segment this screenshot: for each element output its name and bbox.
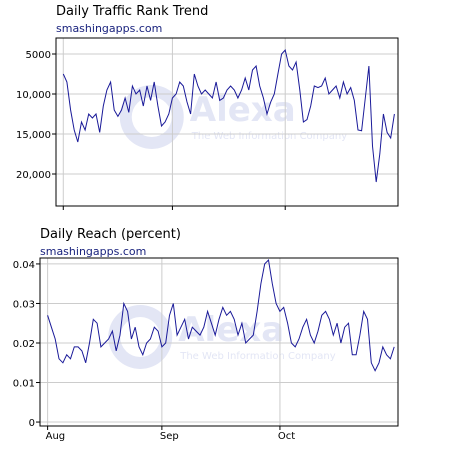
y-tick-label: 0.02 <box>13 339 35 350</box>
x-tick-label: Aug <box>46 431 66 442</box>
chart1-title: Daily Traffic Rank Trend <box>56 4 209 19</box>
y-tick-label: 0.04 <box>13 260 35 271</box>
chart2-title: Daily Reach (percent) <box>40 227 181 242</box>
plot-frame <box>39 257 399 427</box>
alexa-watermark-tagline: The Web Information Company <box>191 131 347 142</box>
chart2-subtitle: smashingapps.com <box>40 245 147 258</box>
x-tick-label: Sep <box>160 431 179 442</box>
alexa-watermark-brand: Alexa <box>190 90 296 130</box>
alexa-watermark-logo-inner <box>131 96 172 137</box>
chart1-subtitle: smashingapps.com <box>56 22 163 35</box>
y-tick-label: 15,000 <box>16 130 51 141</box>
y-tick-label: 10,000 <box>16 90 51 101</box>
y-tick-label: 0.03 <box>13 299 35 310</box>
alexa-watermark-logo-inner <box>120 316 161 357</box>
plot-frame <box>55 37 399 207</box>
x-tick-label: Oct <box>278 431 295 442</box>
y-tick-label: 20,000 <box>16 170 51 181</box>
y-tick-label: 0.01 <box>13 379 35 390</box>
y-tick-label: 0 <box>29 418 35 429</box>
series-line <box>62 48 395 183</box>
alexa-watermark-tagline: The Web Information Company <box>179 351 335 362</box>
y-tick-label: 5000 <box>26 50 51 61</box>
series-line <box>47 258 395 372</box>
alexa-watermark-brand: Alexa <box>178 310 284 350</box>
